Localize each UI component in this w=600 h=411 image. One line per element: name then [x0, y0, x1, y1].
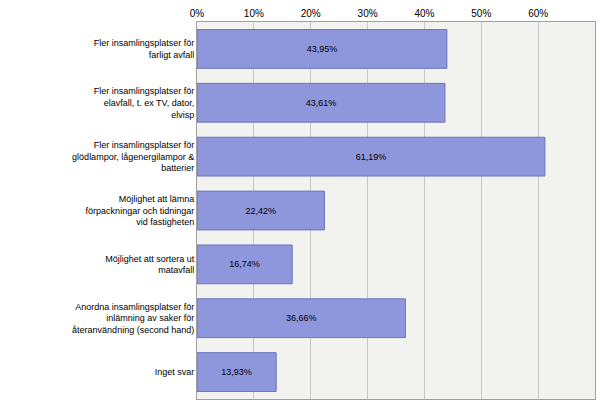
svg-text:22,42%: 22,42% — [245, 206, 276, 216]
svg-text:13,93%: 13,93% — [221, 367, 252, 377]
svg-text:Fler insamlingsplatser förglöd: Fler insamlingsplatser förglödlampor, lå… — [72, 140, 194, 173]
svg-text:Inget svar: Inget svar — [155, 367, 195, 377]
svg-text:43,95%: 43,95% — [307, 44, 338, 54]
svg-text:0%: 0% — [190, 8, 205, 19]
svg-text:Möjlighet att sortera utmatavf: Möjlighet att sortera utmatavfall — [105, 254, 195, 276]
svg-text:60%: 60% — [528, 8, 548, 19]
svg-text:10%: 10% — [244, 8, 264, 19]
svg-text:Möjlighet att lämnaförpackning: Möjlighet att lämnaförpackningar och tid… — [86, 194, 195, 227]
svg-text:61,19%: 61,19% — [356, 152, 387, 162]
svg-text:40%: 40% — [414, 8, 434, 19]
svg-text:20%: 20% — [301, 8, 321, 19]
svg-text:50%: 50% — [471, 8, 491, 19]
svg-text:Anordna insamlingsplatser föri: Anordna insamlingsplatser förinlämning a… — [72, 302, 194, 335]
svg-text:16,74%: 16,74% — [229, 259, 260, 269]
svg-text:Fler insamlingsplatser förelav: Fler insamlingsplatser förelavfall, t. e… — [94, 86, 195, 119]
svg-text:Fler insamlingsplatser förfarl: Fler insamlingsplatser förfarligt avfall — [94, 38, 195, 60]
svg-text:36,66%: 36,66% — [286, 313, 317, 323]
svg-text:43,61%: 43,61% — [306, 98, 337, 108]
svg-text:30%: 30% — [358, 8, 378, 19]
